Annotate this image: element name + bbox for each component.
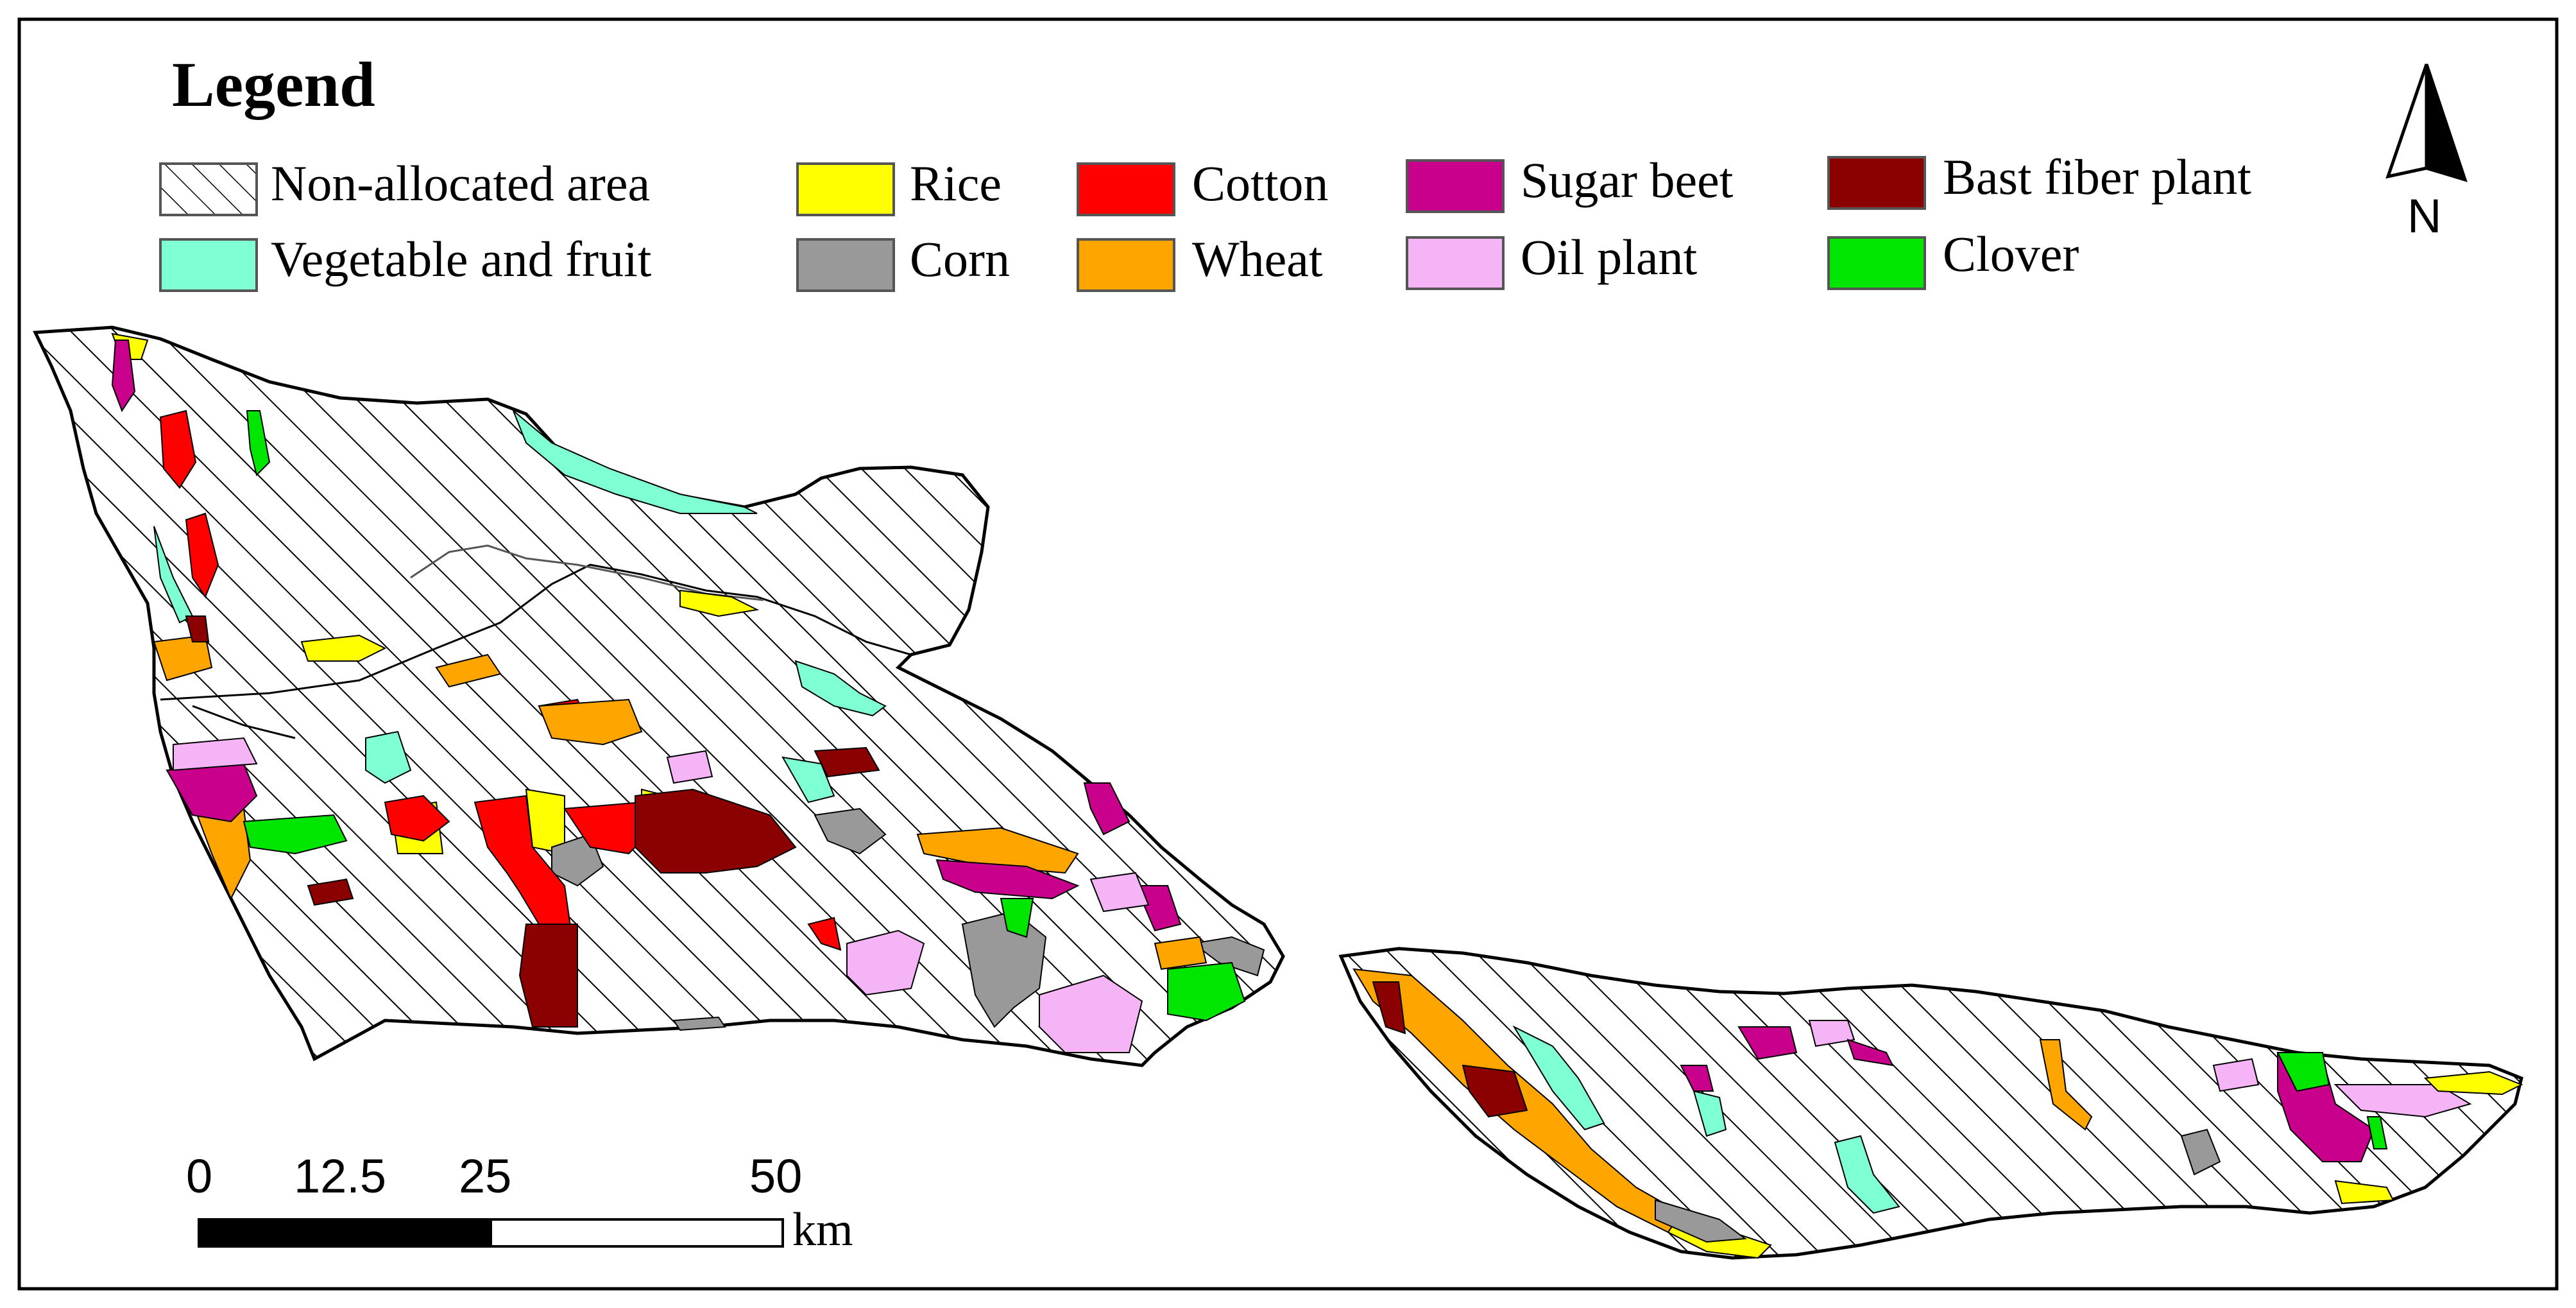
legend-swatch-bast-fiber (1827, 156, 1926, 210)
right-region (1338, 947, 2523, 1260)
legend-swatch-vegetable-fruit (159, 238, 258, 292)
scale-tick-25: 25 (459, 1149, 511, 1203)
legend-swatch-oil-plant (1406, 236, 1505, 290)
scale-bar-segment-white (490, 1218, 784, 1248)
north-arrow: N (2385, 64, 2468, 243)
legend-label-corn: Corn (910, 231, 1010, 287)
legend-swatch-wheat (1077, 238, 1175, 292)
parcel-rice (300, 634, 387, 662)
legend-item-corn: Corn (796, 231, 1010, 292)
parcel-oil-plant (846, 929, 925, 996)
legend-label-vegetable-fruit: Vegetable and fruit (271, 231, 652, 287)
legend-swatch-corn (796, 238, 895, 292)
left-region (33, 325, 1285, 1067)
legend-swatch-rice (796, 162, 895, 216)
parcel-bast-fiber (635, 788, 797, 873)
legend-item-oil-plant: Oil plant (1406, 229, 1697, 290)
legend-item-clover: Clover (1827, 226, 2079, 290)
legend-label-sugar-beet: Sugar beet (1521, 152, 1734, 208)
legend-label-cotton: Cotton (1192, 155, 1328, 211)
legend-label-oil-plant: Oil plant (1521, 229, 1697, 285)
legend-label-bast-fiber: Bast fiber plant (1943, 149, 2251, 205)
parcel-wheat (538, 698, 643, 746)
legend-swatch-clover (1827, 236, 1926, 290)
scale-tick-50: 50 (749, 1149, 802, 1203)
scale-unit: km (792, 1203, 853, 1256)
legend-swatch-sugar-beet (1406, 159, 1505, 213)
parcel-clover (243, 814, 348, 855)
legend-item-bast-fiber: Bast fiber plant (1827, 149, 2251, 210)
legend-item-sugar-beet: Sugar beet (1406, 152, 1734, 213)
legend-title: Legend (172, 49, 375, 120)
legend-label-non-allocated: Non-allocated area (271, 155, 650, 211)
legend-label-wheat: Wheat (1192, 231, 1323, 287)
legend-swatch-non-allocated (159, 162, 258, 216)
legend-swatch-cotton (1077, 162, 1175, 216)
north-label: N (2407, 189, 2441, 243)
legend-label-clover: Clover (1943, 226, 2079, 282)
right-region-outline (1338, 947, 2523, 1260)
scale-bar-segment-black (198, 1218, 492, 1248)
legend-item-vegetable-fruit: Vegetable and fruit (159, 231, 652, 292)
legend-label-rice: Rice (910, 155, 1002, 211)
legend-item-cotton: Cotton (1077, 155, 1328, 216)
legend-item-non-allocated: Non-allocated area (159, 155, 650, 216)
scale-tick-0: 0 (186, 1149, 212, 1203)
parcel-vegetable-fruit (513, 410, 758, 514)
scale-tick-12-5: 12.5 (294, 1149, 386, 1203)
scale-bar: 0 12.5 25 50 km (186, 1149, 853, 1256)
legend-item-wheat: Wheat (1077, 231, 1323, 292)
legend-item-rice: Rice (796, 155, 1002, 216)
legend: Legend Non-allocated area Vegetable and … (159, 49, 2251, 292)
